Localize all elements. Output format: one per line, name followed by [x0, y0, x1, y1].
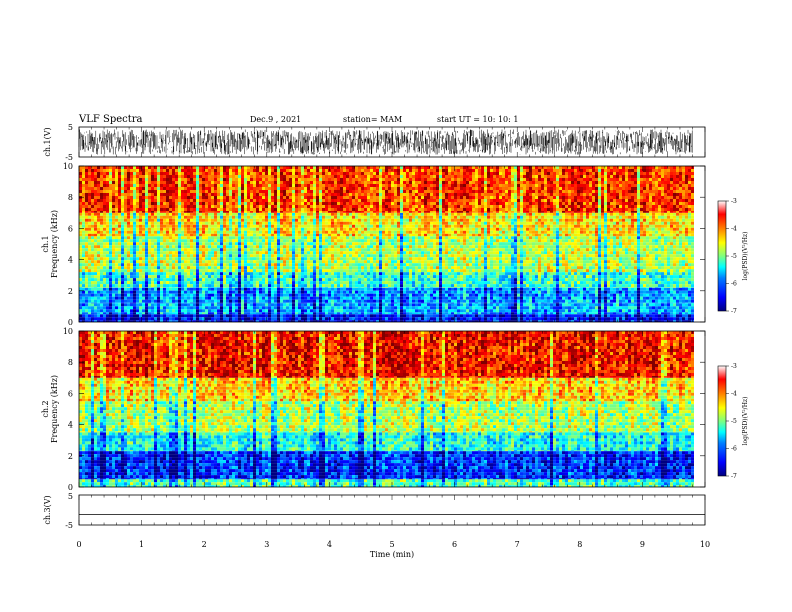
ch1-colorbar: -3 -4 -5 -6 -7 log(PSD)(V²/Hz) [717, 198, 749, 315]
colorbar-tick-label: -4 [731, 226, 737, 233]
spec-ytick-label: 10 [63, 327, 73, 336]
ch1-wave-ytick-bottom: -5 [65, 153, 73, 162]
ch2-spec-ylabel-line2: Frequency (kHz) [50, 375, 59, 443]
spectrogram-band-6 [79, 166, 694, 213]
time-tick-labels: 0 1 2 3 4 5 6 7 8 9 10 [76, 540, 710, 549]
ch1-wave-ytick-top: 5 [68, 123, 73, 132]
colorbar-tick-label: -3 [731, 363, 737, 370]
ch1-spec-yticks: 0 2 4 6 8 10 [63, 162, 705, 327]
spectrogram-band-1 [79, 451, 694, 480]
date-text: Dec.9 , 2021 [250, 115, 301, 124]
time-axis-label: Time (min) [370, 550, 414, 559]
ch1-colorbar-label: log(PSD)(V²/Hz) [742, 232, 749, 281]
spectrogram-band-4 [79, 236, 694, 273]
spec-ytick-label: 4 [68, 421, 73, 430]
spec-ytick-label: 6 [68, 389, 73, 398]
start-time-text: start UT = 10: 10: 1 [437, 115, 518, 124]
spec-ytick-label: 0 [68, 483, 73, 492]
spec-ytick-label: 0 [68, 318, 73, 327]
ch1-spectrogram-image [79, 166, 705, 322]
colorbar-tick-label: -5 [731, 253, 737, 260]
colorbar-tick-label: -4 [731, 391, 737, 398]
spec-ytick-label: 2 [68, 287, 73, 296]
spectrogram-band-5 [79, 331, 694, 378]
ch3-wave-ylabel: ch.3(V) [43, 495, 52, 524]
ch2-colorbar-gradient [717, 365, 727, 477]
time-tick-label: 0 [76, 540, 81, 549]
time-tick-label: 6 [452, 540, 457, 549]
spec-ytick-label: 8 [68, 358, 73, 367]
ch2-spectrogram-panel: 0 2 4 6 8 10 ch.2 Frequency (kHz) [41, 327, 706, 492]
ch2-spectrogram-image [79, 331, 705, 487]
spectrogram-band-1 [79, 303, 694, 315]
ch1-wave-ylabel: ch.1(V) [43, 127, 52, 156]
ch2-colorbar: -3 -4 -5 -6 -7 log(PSD)(V²/Hz) [717, 363, 749, 480]
ch2-spec-ylabel-line1: ch.2 [41, 400, 50, 417]
colorbar-tick-label: -7 [731, 308, 737, 315]
ch3-wave-ytick-bottom: -5 [65, 521, 73, 530]
ch2-colorbar-ticks: -3 -4 -5 -6 -7 [726, 363, 737, 480]
ch3-waveform-panel: 5 -5 ch.3(V) [43, 492, 706, 530]
station-text: station= MAM [343, 115, 402, 124]
ch1-colorbar-gradient [717, 200, 727, 312]
spectrogram-band-4 [79, 377, 694, 402]
spec-ytick-label: 6 [68, 224, 73, 233]
ch1-colorbar-ticks: -3 -4 -5 -6 -7 [726, 198, 737, 315]
colorbar-tick-label: -7 [731, 473, 737, 480]
time-tick-label: 8 [577, 540, 582, 549]
time-tick-label: 2 [202, 540, 207, 549]
time-tick-label: 1 [139, 540, 144, 549]
time-tick-label: 7 [515, 540, 520, 549]
colorbar-tick-label: -6 [731, 281, 737, 288]
ch1-spec-ylabel-line2: Frequency (kHz) [50, 210, 59, 278]
colorbar-tick-label: -3 [731, 198, 737, 205]
spectrogram-band-0 [79, 314, 694, 322]
spec-ytick-label: 10 [63, 162, 73, 171]
spec-ytick-label: 2 [68, 452, 73, 461]
spectrogram-band-3 [79, 272, 694, 288]
ch1-spec-ylabel-line1: ch.1 [41, 235, 50, 252]
time-tick-label: 3 [264, 540, 269, 549]
spectrogram-band-0 [79, 479, 694, 487]
ch2-colorbar-label: log(PSD)(V²/Hz) [742, 397, 749, 446]
spectrogram-band-5 [79, 212, 694, 237]
spec-ytick-label: 4 [68, 256, 73, 265]
spectrogram-band-2 [79, 287, 694, 304]
spec-ytick-label: 8 [68, 193, 73, 202]
ch2-spec-yticks: 0 2 4 6 8 10 [63, 327, 705, 492]
spectrogram-band-2 [79, 432, 694, 452]
time-tick-label: 4 [327, 540, 332, 549]
time-tick-label: 5 [389, 540, 394, 549]
ch3-wave-ytick-top: 5 [68, 492, 73, 501]
time-tick-label: 9 [640, 540, 645, 549]
ch1-waveform-panel: 5 -5 ch.1(V) [43, 123, 706, 162]
colorbar-tick-label: -5 [731, 418, 737, 425]
time-ticks [78, 127, 706, 525]
ch1-spectrogram-panel: 0 2 4 6 8 10 ch.1 Frequency (kHz) [41, 162, 706, 327]
colorbar-tick-label: -6 [731, 446, 737, 453]
spectrogram-band-3 [79, 401, 694, 433]
time-tick-label: 10 [700, 540, 710, 549]
figure-title: VLF Spectra [78, 114, 143, 125]
